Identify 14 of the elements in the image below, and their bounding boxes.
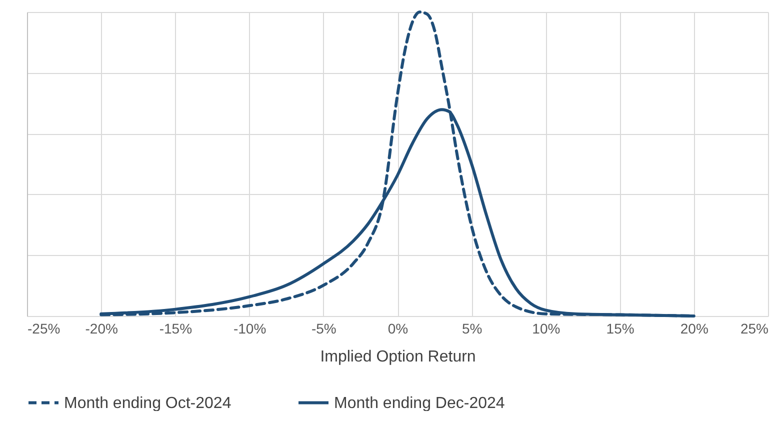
x-tick-label: 20% bbox=[680, 320, 708, 336]
x-tick-label: 10% bbox=[532, 320, 560, 336]
x-tick-label: -15% bbox=[159, 320, 192, 336]
x-tick-label: -25% bbox=[28, 320, 60, 336]
x-tick-label: 25% bbox=[740, 320, 768, 336]
x-tick-label: -5% bbox=[311, 320, 336, 336]
x-tick-label: -20% bbox=[85, 320, 118, 336]
x-tick-label: 0% bbox=[388, 320, 408, 336]
x-tick-label: 5% bbox=[462, 320, 482, 336]
legend-label: Month ending Dec-2024 bbox=[334, 394, 505, 412]
legend-label: Month ending Oct-2024 bbox=[64, 394, 232, 412]
x-tick-label: 15% bbox=[606, 320, 634, 336]
x-tick-label: -10% bbox=[233, 320, 266, 336]
x-axis-title: Implied Option Return bbox=[320, 348, 476, 366]
